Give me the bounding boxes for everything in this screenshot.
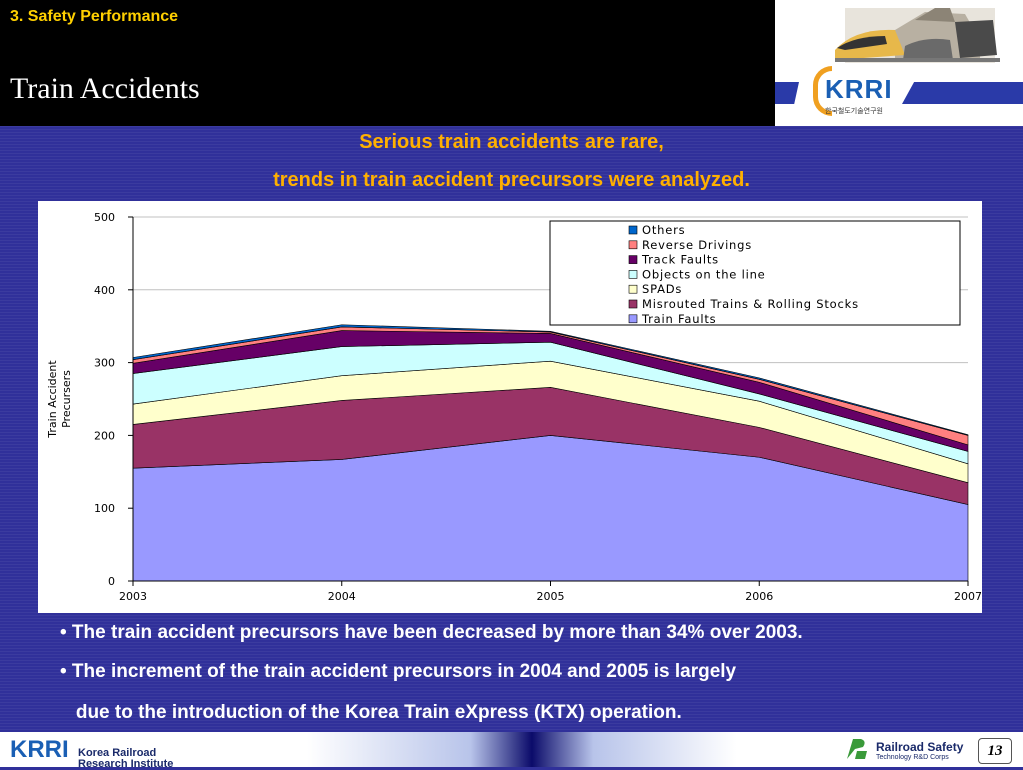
slide-title: Train Accidents bbox=[10, 72, 200, 105]
legend-label: Train Faults bbox=[641, 312, 716, 326]
x-tick-label: 2003 bbox=[119, 590, 147, 603]
legend-label: Objects on the line bbox=[642, 267, 766, 281]
footer-bar: KRRI Korea Railroad Research Institute R… bbox=[0, 732, 1023, 770]
legend-label: Others bbox=[642, 223, 685, 237]
y-tick-label: 400 bbox=[94, 284, 115, 297]
legend-swatch bbox=[628, 240, 638, 250]
railroad-safety-logo-icon bbox=[845, 737, 869, 761]
trains-illustration-icon bbox=[835, 8, 1000, 63]
krri-logo-subtext: 한국철도기술연구원 bbox=[825, 107, 883, 115]
legend-swatch bbox=[628, 270, 638, 279]
krri-header-logo: KRRI 한국철도기술연구원 bbox=[775, 0, 1023, 126]
footer-institute-line2: Research Institute bbox=[78, 758, 174, 770]
y-axis-label: Train AccidentPrecursers bbox=[46, 360, 73, 439]
section-label: 3. Safety Performance bbox=[10, 8, 179, 25]
stacked-area-chart: 0 100 200 300 400 500 2003 2004 2005 2006 2007 Oth… bbox=[46, 211, 982, 603]
krri-logo-arc-icon bbox=[813, 66, 832, 116]
header-band-left bbox=[775, 82, 799, 104]
legend-swatch bbox=[628, 299, 638, 309]
page-number: 13 bbox=[978, 738, 1012, 764]
x-tick-label: 2004 bbox=[328, 590, 356, 603]
bullet-2: • The increment of the train accident pr… bbox=[60, 661, 737, 682]
y-tick-label: 500 bbox=[94, 211, 115, 224]
legend-box bbox=[549, 220, 961, 326]
krri-logo-text: KRRI bbox=[825, 74, 893, 104]
footer-safety-line2: Technology R&D Corps bbox=[876, 754, 949, 761]
subtitle-line-2: trends in train accident precursors were… bbox=[273, 169, 750, 191]
subtitle-line-1: Serious train accidents are rare, bbox=[359, 131, 664, 153]
chart-panel: 0 100 200 300 400 500 2003 2004 2005 2006 2007 Oth… bbox=[38, 201, 982, 613]
legend-label: Track Faults bbox=[641, 253, 719, 267]
legend-swatch bbox=[628, 225, 638, 235]
legend-label: Reverse Drivings bbox=[642, 238, 752, 252]
legend-swatch bbox=[628, 314, 638, 324]
y-tick-label: 0 bbox=[108, 575, 115, 588]
bullet-1: • The train accident precursors have bee… bbox=[60, 622, 803, 643]
x-tick-label: 2005 bbox=[537, 590, 565, 603]
legend-swatch bbox=[628, 284, 638, 294]
y-tick-label: 300 bbox=[94, 357, 115, 370]
x-tick-label: 2006 bbox=[745, 590, 773, 603]
header-band-right bbox=[902, 82, 1023, 104]
y-tick-label: 200 bbox=[94, 429, 115, 442]
chart-axes: 0 100 200 300 400 500 2003 2004 2005 2006 2007 bbox=[94, 211, 982, 603]
legend-label: SPADs bbox=[642, 282, 682, 296]
legend-label: Misrouted Trains & Rolling Stocks bbox=[642, 297, 859, 311]
y-tick-label: 100 bbox=[94, 502, 115, 515]
bullet-3: due to the introduction of the Korea Tra… bbox=[60, 702, 682, 723]
footer-institute-line1: Korea Railroad bbox=[78, 747, 157, 759]
footer-krri-logo: KRRI bbox=[10, 736, 69, 763]
x-tick-label: 2007 bbox=[954, 590, 982, 603]
area-series bbox=[132, 324, 969, 436]
legend-swatch bbox=[628, 255, 638, 264]
footer-safety-line1: Railroad Safety bbox=[876, 740, 964, 754]
header-bar: 3. Safety Performance Train Accidents bbox=[0, 0, 775, 126]
chart-areas bbox=[132, 324, 969, 582]
